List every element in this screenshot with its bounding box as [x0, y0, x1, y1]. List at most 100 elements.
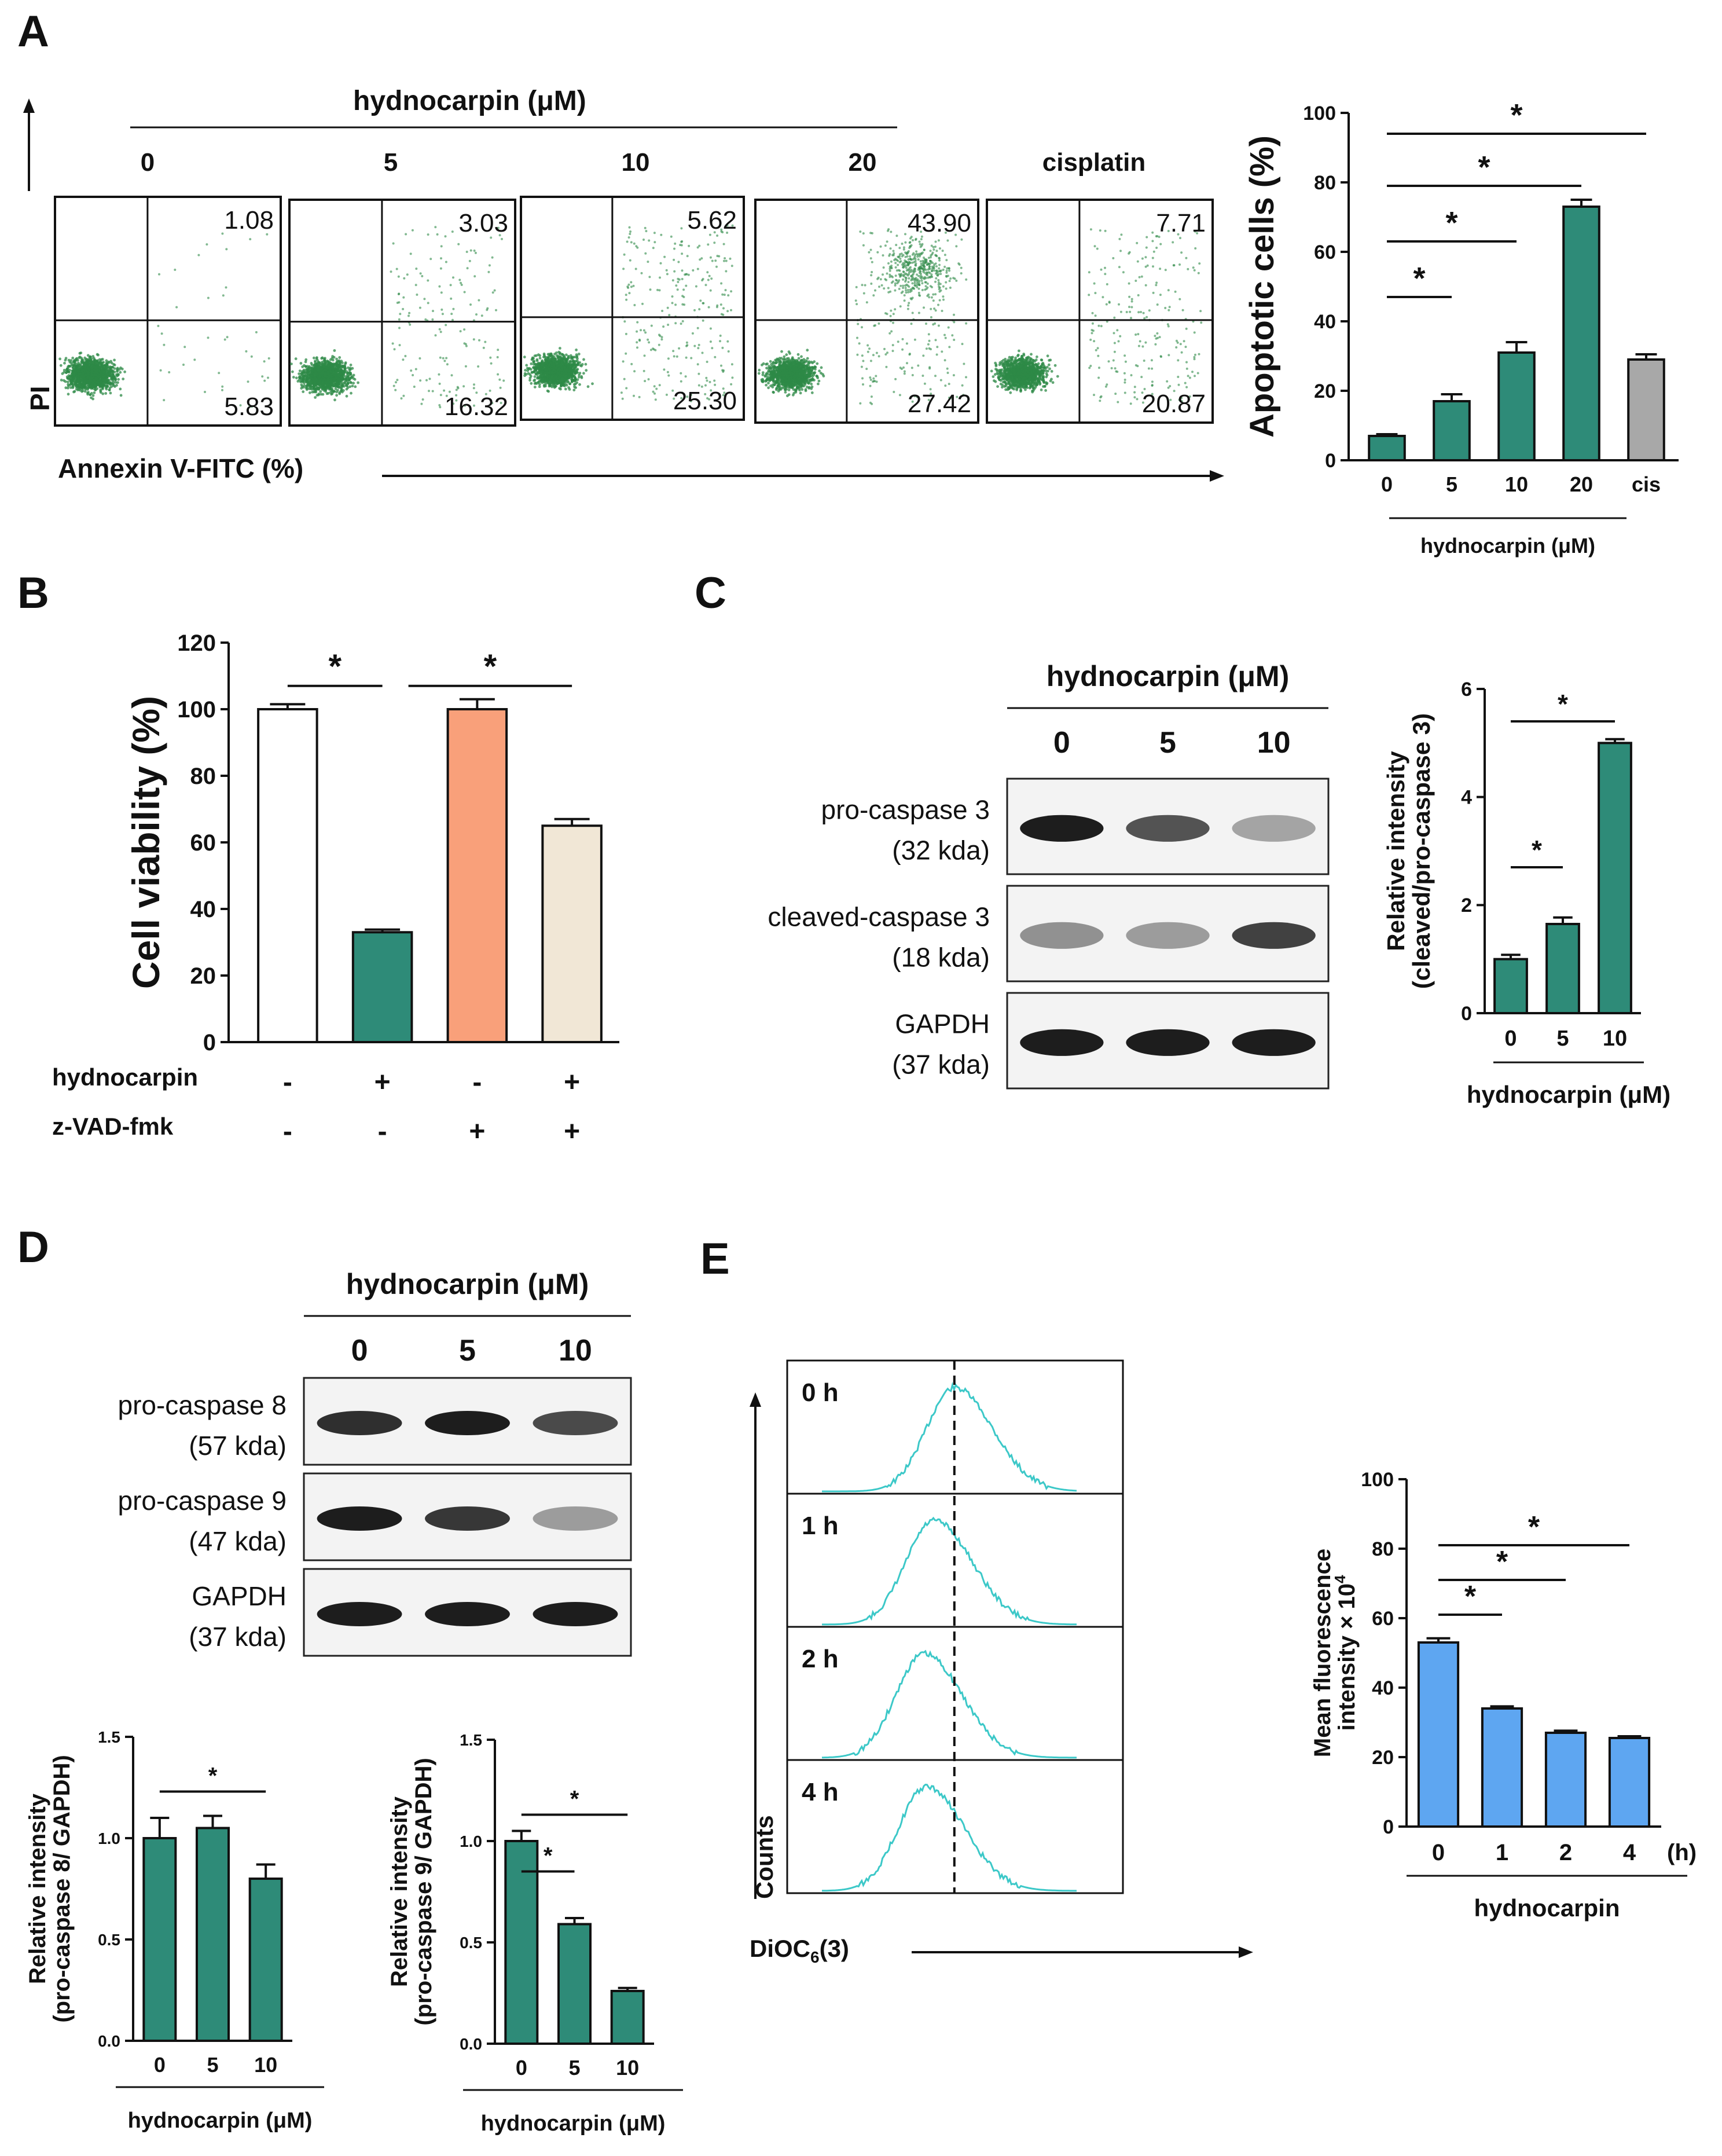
flow-event	[784, 391, 787, 394]
flow-event	[263, 379, 266, 382]
flow-event	[347, 366, 350, 369]
flow-event	[107, 366, 111, 370]
flow-event	[559, 378, 562, 382]
flow-event	[445, 394, 448, 397]
flow-event	[66, 380, 69, 384]
flow-event	[787, 350, 791, 353]
flow-event	[629, 259, 631, 262]
flow-event	[534, 382, 537, 384]
flow-event	[730, 290, 733, 293]
flow-event	[546, 389, 549, 393]
flow-event	[313, 363, 317, 366]
flow-event	[660, 233, 663, 236]
flow-event	[325, 381, 328, 384]
flow-event	[661, 310, 664, 312]
flow-event	[671, 302, 674, 305]
flow-event	[704, 284, 707, 287]
flow-event	[339, 386, 342, 389]
flow-event	[625, 294, 627, 296]
flow-event	[334, 387, 337, 390]
flow-event	[392, 384, 395, 387]
flow-event	[709, 327, 712, 330]
flow-event	[674, 322, 677, 325]
flow-event	[402, 358, 405, 361]
flow-event	[816, 362, 819, 365]
flow-event	[705, 376, 708, 379]
flow-event	[101, 373, 105, 376]
flow-event	[530, 371, 534, 374]
flow-event	[726, 340, 729, 343]
flow-event	[665, 393, 668, 396]
flow-event	[568, 382, 572, 386]
flow-event	[800, 355, 803, 358]
flow-event	[475, 391, 478, 394]
flow-event	[636, 321, 639, 324]
flow-event	[575, 354, 579, 358]
flow-event	[533, 386, 537, 388]
flow-event	[324, 368, 327, 372]
flow-event	[310, 362, 313, 365]
flow-event	[820, 366, 823, 369]
flow-event	[666, 371, 669, 373]
flow-event	[411, 229, 414, 232]
flow-event	[423, 298, 426, 300]
flow-event	[649, 349, 652, 351]
flow-event	[104, 365, 108, 368]
flow-event	[652, 390, 655, 393]
flow-event	[82, 372, 85, 375]
flow-event	[392, 242, 395, 245]
flow-event	[585, 369, 588, 372]
flow-event	[304, 358, 308, 361]
flow-plot-0: 1.085.83	[54, 196, 282, 427]
flow-event	[460, 284, 463, 286]
flow-event	[765, 383, 768, 387]
flow-event	[626, 240, 629, 243]
flow-event	[556, 372, 559, 375]
flow-event	[395, 267, 398, 270]
flow-event	[550, 385, 554, 388]
flow-event	[538, 385, 541, 388]
flow-event	[333, 384, 336, 387]
flow-event	[559, 355, 562, 358]
flow-event	[311, 390, 314, 394]
flow-event	[486, 309, 489, 311]
flow-event	[472, 338, 475, 341]
flow-event	[321, 393, 325, 396]
flow-event	[63, 369, 66, 372]
flow-event	[675, 284, 678, 287]
flow-event	[323, 377, 326, 381]
flow-event	[653, 385, 656, 388]
flow-event	[690, 357, 693, 360]
flow-event	[105, 369, 109, 372]
flow-event	[697, 347, 700, 350]
flow-event	[443, 389, 446, 392]
flow-event	[432, 310, 434, 313]
flow-event	[429, 258, 432, 261]
flow-event	[473, 275, 476, 278]
flow-event	[99, 388, 102, 391]
flow-event	[536, 376, 539, 379]
flow-event	[310, 366, 313, 369]
flow-event	[340, 376, 343, 379]
flow-event	[710, 277, 713, 280]
flow-event	[335, 357, 338, 361]
flow-event	[463, 291, 466, 294]
flow-event	[335, 394, 338, 397]
flow-event	[473, 404, 475, 407]
flow-event	[696, 327, 699, 329]
flow-event	[418, 306, 421, 309]
flow-event	[333, 398, 336, 402]
flow-event	[666, 306, 669, 309]
flow-event	[552, 371, 555, 375]
flow-event	[255, 331, 258, 333]
flow-event	[290, 362, 293, 365]
flow-event	[674, 303, 677, 306]
flow-event	[713, 379, 716, 382]
flow-event	[72, 390, 75, 394]
flow-event	[458, 278, 461, 281]
flow-event	[757, 372, 761, 375]
flow-event	[685, 284, 688, 287]
flow-event	[439, 356, 442, 359]
flow-event	[321, 381, 325, 384]
